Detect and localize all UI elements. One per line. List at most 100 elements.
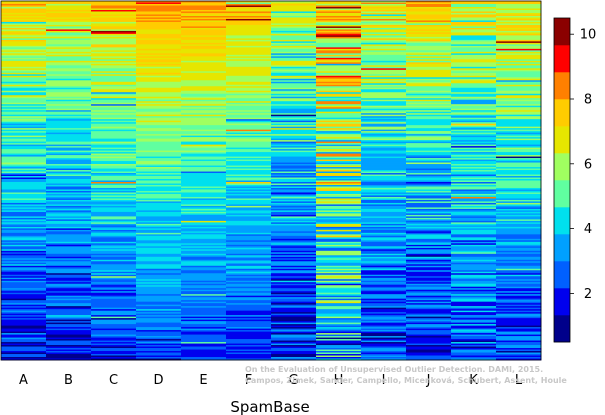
heat-cell [271, 312, 317, 315]
heat-cell [91, 9, 137, 12]
heat-cell [316, 273, 362, 276]
heat-cell [181, 246, 227, 249]
heat-cell [136, 186, 182, 189]
heat-cell [361, 11, 407, 14]
heat-cell [91, 48, 137, 51]
heat-cell [451, 176, 497, 178]
heat-cell [1, 56, 47, 59]
heat-cell [1, 330, 47, 332]
heat-cell [136, 324, 182, 326]
heat-cell [136, 352, 182, 355]
heat-cell [1, 83, 47, 86]
heat-cell [181, 81, 227, 84]
heat-cell [361, 33, 407, 36]
heat-cell [361, 354, 407, 356]
heat-cell [1, 354, 47, 356]
heat-cell [451, 153, 497, 156]
heat-cell [316, 66, 362, 69]
heat-cell [316, 307, 362, 310]
heat-cell [181, 187, 227, 190]
heat-cell [496, 256, 542, 259]
heat-cell [136, 273, 182, 276]
heat-cell [46, 201, 92, 204]
heat-cell [316, 190, 362, 193]
heat-cell [91, 354, 137, 356]
heat-cell [271, 319, 317, 322]
heat-cell [91, 340, 137, 343]
heat-cell [226, 45, 272, 48]
heat-cell [451, 304, 497, 307]
heat-cell [181, 238, 227, 241]
heat-cell [226, 243, 272, 246]
heat-cell [316, 128, 362, 131]
heat-cell [451, 122, 497, 125]
heat-cell [136, 312, 182, 315]
heat-cell [406, 59, 452, 62]
heat-cell [406, 289, 452, 292]
heat-cell [451, 184, 497, 187]
heat-cell [406, 41, 452, 44]
heat-cell [1, 271, 47, 274]
heat-cell [406, 298, 452, 301]
heat-cell [46, 33, 92, 36]
heat-cell [181, 307, 227, 310]
heat-cell [181, 72, 227, 75]
heat-cell [451, 48, 497, 51]
heat-cell [406, 89, 452, 92]
heat-cell [1, 150, 47, 153]
heat-cell [46, 131, 92, 134]
heat-cell [496, 161, 542, 163]
heat-cell [46, 222, 92, 225]
heat-cell [406, 12, 452, 15]
heat-cell [271, 234, 317, 237]
heat-cell [1, 282, 47, 285]
heat-cell [46, 358, 92, 361]
heat-cell [316, 342, 362, 344]
heat-cell [451, 297, 497, 300]
heat-cell [451, 216, 497, 219]
heat-cell [226, 110, 272, 113]
heat-cell [361, 68, 407, 71]
heat-cell [451, 190, 497, 193]
heat-cell [181, 327, 227, 329]
heat-cell [46, 189, 92, 192]
heat-cell [1, 86, 47, 89]
heat-cell [361, 294, 407, 297]
heat-cell [406, 199, 452, 202]
heat-cell [136, 11, 182, 14]
heat-cell [226, 286, 272, 289]
heat-cell [136, 289, 182, 292]
heat-cell [226, 264, 272, 267]
heat-cell [46, 8, 92, 11]
heat-cell [136, 144, 182, 147]
heat-cell [406, 18, 452, 21]
heat-cell [1, 158, 47, 160]
heat-cell [226, 33, 272, 36]
heat-cell [136, 240, 182, 243]
heat-cell [226, 174, 272, 177]
heat-cell [226, 321, 272, 324]
heat-cell [496, 243, 542, 246]
heat-cell [46, 140, 92, 143]
heat-cell [181, 244, 227, 247]
heat-cell [406, 122, 452, 125]
heat-cell [271, 337, 317, 340]
heat-cell [271, 180, 317, 183]
heat-cell [316, 93, 362, 96]
heat-cell [316, 348, 362, 350]
heat-cell [271, 38, 317, 41]
heat-cell [136, 250, 182, 253]
heat-cell [91, 333, 137, 335]
heat-cell [406, 111, 452, 114]
heat-cell [271, 247, 317, 250]
heat-cell [271, 205, 317, 208]
heat-cell [136, 204, 182, 207]
heat-cell [181, 62, 227, 65]
heat-cell [451, 340, 497, 343]
heat-cell [226, 187, 272, 190]
heat-cell [91, 297, 137, 300]
heat-cell [181, 261, 227, 264]
heat-cell [271, 220, 317, 223]
heat-cell [46, 192, 92, 195]
heat-cell [271, 167, 317, 169]
